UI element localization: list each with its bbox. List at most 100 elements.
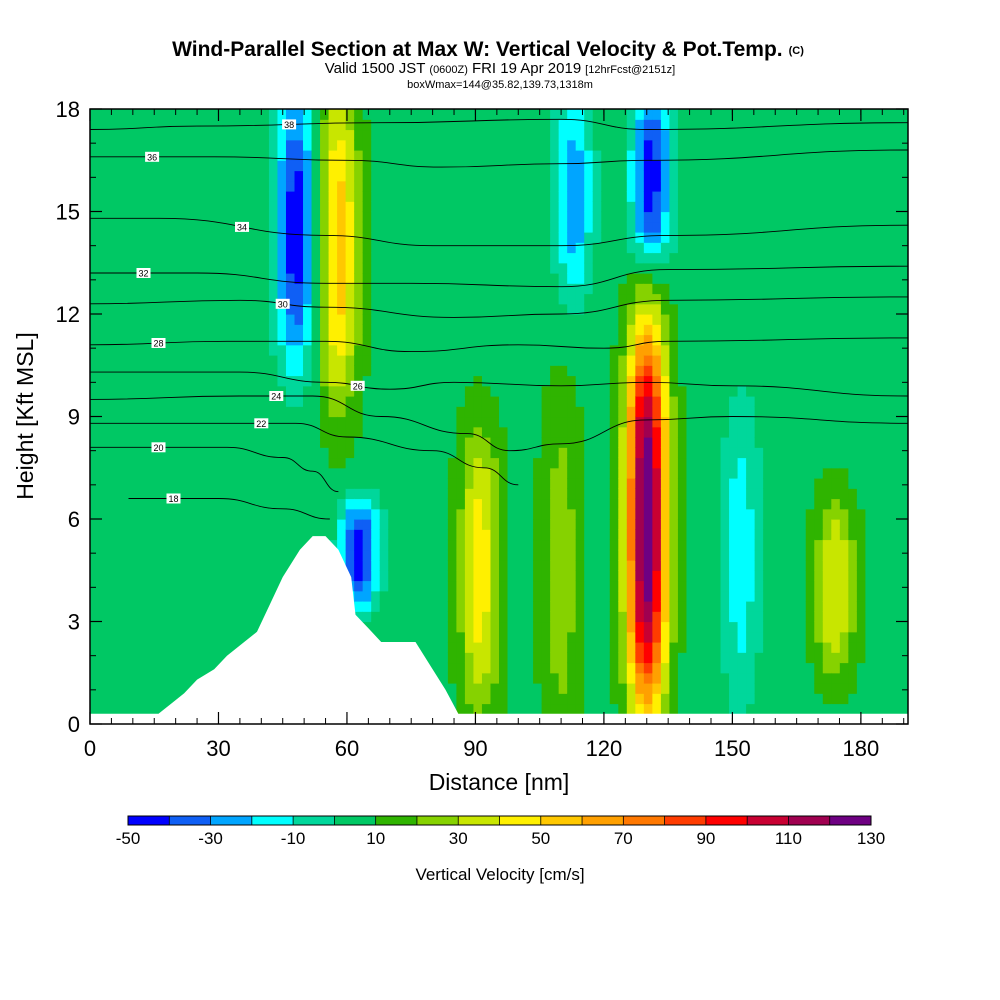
field-cell [643, 457, 653, 469]
field-cell [98, 129, 108, 141]
field-cell [388, 396, 398, 407]
field-cell [124, 621, 134, 633]
field-cell [251, 119, 262, 131]
field-cell [481, 375, 492, 387]
field-cell [447, 283, 457, 295]
field-cell [337, 191, 347, 202]
field-cell [763, 621, 773, 633]
field-cell [439, 232, 449, 243]
field-cell [396, 201, 406, 213]
field-cell [388, 498, 398, 510]
field-cell [669, 242, 679, 254]
field-cell [337, 221, 347, 233]
field-cell [720, 365, 730, 377]
field-cell [601, 631, 611, 643]
field-cell [567, 498, 577, 510]
field-cell [601, 437, 611, 448]
field-cell [652, 129, 662, 141]
field-cell [499, 652, 509, 664]
field-cell [618, 683, 628, 694]
field-cell [183, 334, 193, 346]
field-cell [132, 549, 142, 561]
field-cell [754, 375, 764, 387]
field-cell [533, 570, 543, 582]
field-cell [575, 560, 585, 571]
field-cell [550, 662, 560, 674]
field-cell [524, 355, 534, 366]
field-cell [771, 355, 781, 366]
field-cell [430, 406, 440, 418]
field-cell [550, 539, 560, 551]
field-cell [141, 180, 151, 192]
field-cell [516, 529, 526, 541]
field-cell [149, 590, 159, 602]
field-cell [98, 631, 108, 643]
field-cell [200, 355, 210, 366]
field-cell [771, 488, 781, 500]
field-cell [490, 314, 500, 325]
field-cell [464, 488, 475, 500]
field-cell [592, 385, 602, 397]
field-cell [626, 385, 636, 397]
field-cell [447, 262, 457, 274]
field-cell [209, 283, 219, 295]
field-cell [354, 129, 364, 141]
field-cell [354, 262, 364, 274]
field-cell [643, 170, 653, 182]
field-cell [609, 283, 619, 295]
field-cell [729, 631, 739, 643]
field-cell [643, 119, 653, 131]
field-cell [533, 242, 543, 254]
field-cell [447, 601, 457, 612]
field-cell [575, 539, 585, 551]
field-cell [652, 191, 662, 202]
field-cell [481, 580, 492, 592]
field-cell [371, 611, 381, 623]
field-cell [516, 211, 526, 223]
field-cell [243, 621, 253, 633]
field-cell [413, 344, 423, 356]
field-cell [345, 334, 355, 346]
field-cell [771, 703, 781, 715]
field-cell [481, 426, 492, 438]
field-cell [771, 273, 781, 284]
field-cell [609, 375, 619, 387]
field-cell [575, 293, 585, 305]
field-cell [141, 621, 151, 633]
field-cell [643, 406, 653, 418]
field-cell [345, 447, 355, 459]
field-cell [584, 119, 594, 131]
field-cell [507, 211, 517, 223]
field-cell [473, 652, 483, 664]
field-cell [677, 652, 688, 664]
field-cell [618, 180, 628, 192]
field-cell [712, 611, 722, 623]
field-cell [192, 303, 202, 315]
field-cell [464, 529, 475, 541]
field-cell [473, 498, 483, 510]
field-cell [379, 314, 389, 325]
field-cell [456, 488, 466, 500]
field-cell [763, 426, 773, 438]
field-cell [320, 139, 330, 151]
field-cell [234, 344, 244, 356]
field-cell [243, 262, 253, 274]
field-cell [260, 601, 270, 612]
field-cell [729, 549, 739, 561]
field-cell [516, 262, 526, 274]
field-cell [567, 478, 577, 489]
field-cell [439, 170, 449, 182]
field-cell [294, 426, 304, 438]
field-cell [567, 211, 577, 223]
field-cell [447, 191, 457, 202]
field-cell [98, 498, 108, 510]
field-cell [141, 355, 151, 366]
field-cell [413, 375, 423, 387]
field-cell [737, 221, 747, 233]
field-cell [746, 180, 756, 192]
field-cell [396, 355, 406, 366]
field-cell [481, 293, 492, 305]
field-cell [354, 180, 364, 192]
field-cell [669, 498, 679, 510]
field-cell [183, 488, 193, 500]
